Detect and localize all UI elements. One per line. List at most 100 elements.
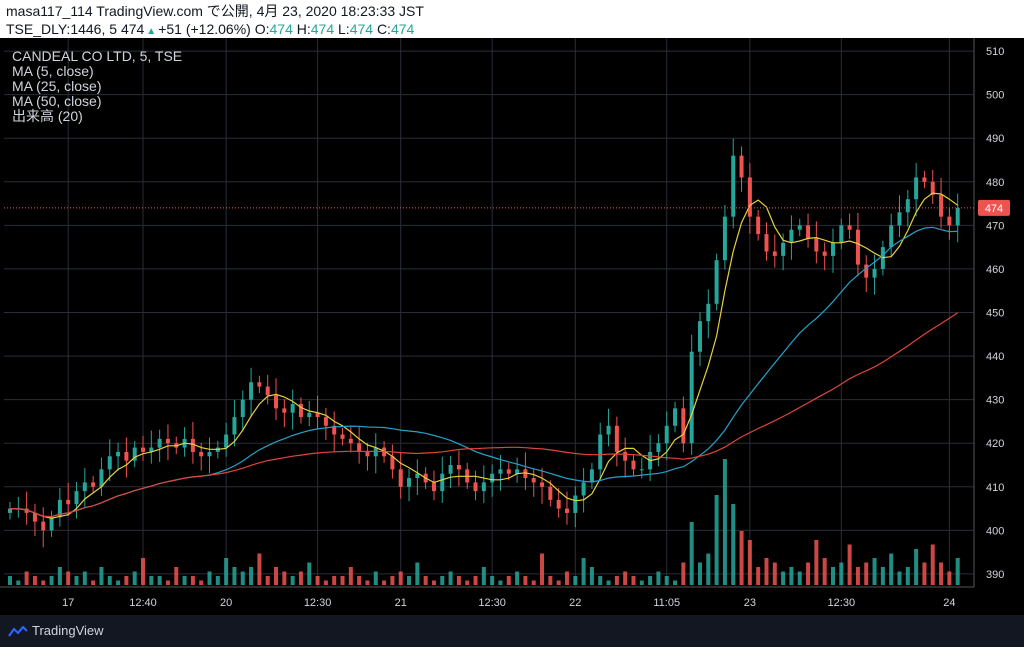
- time-tick-label: 12:30: [478, 597, 506, 609]
- volume-bar: [589, 567, 594, 585]
- price-tick-label: 470: [986, 220, 1004, 232]
- candle-body: [764, 234, 769, 252]
- candle-body: [124, 451, 129, 461]
- volume-bar: [540, 553, 545, 585]
- candle-body: [290, 404, 295, 413]
- close-label: C:: [376, 21, 391, 37]
- candle-body: [614, 425, 619, 452]
- volume-bar: [282, 571, 287, 585]
- volume-bar: [747, 540, 752, 585]
- volume-bar: [847, 544, 852, 585]
- price-tick-label: 480: [986, 177, 1004, 189]
- volume-bar: [673, 580, 678, 585]
- candle-body: [257, 382, 262, 387]
- volume-bar: [697, 562, 702, 585]
- candle-body: [141, 447, 146, 452]
- volume-bar: [515, 571, 520, 585]
- volume-bar: [224, 558, 229, 585]
- volume-bar: [91, 580, 96, 585]
- volume-bar: [830, 567, 835, 585]
- volume-bar: [174, 567, 179, 585]
- volume-bar: [315, 576, 320, 585]
- volume-bar: [731, 504, 736, 585]
- volume-bar: [382, 580, 387, 585]
- legend-ma5[interactable]: MA (5, close): [12, 63, 94, 79]
- legend-ma50[interactable]: MA (50, close): [12, 93, 102, 109]
- volume-bar: [556, 580, 561, 585]
- volume-bar: [8, 576, 12, 585]
- candle-body: [82, 482, 87, 492]
- current-price-label: 474: [985, 203, 1003, 215]
- legend-volume[interactable]: 出来高 (20): [12, 108, 83, 124]
- candle-body: [323, 417, 328, 426]
- candle-body: [681, 408, 686, 444]
- volume-bar: [407, 576, 412, 585]
- ma50-line: [10, 312, 959, 518]
- candle-body: [24, 508, 29, 513]
- volume-bar: [939, 562, 944, 585]
- volume-bar: [249, 567, 254, 585]
- candle-body: [914, 177, 919, 200]
- volume-bar: [298, 571, 303, 585]
- candle-body: [598, 434, 603, 470]
- volume-bar: [739, 531, 744, 585]
- volume-bar: [357, 576, 362, 585]
- candle-body: [689, 351, 694, 444]
- candle-body: [340, 434, 345, 439]
- volume-bar: [348, 567, 353, 585]
- price-change: +51 (+12.06%): [158, 21, 251, 37]
- price-tick-label: 490: [986, 133, 1004, 145]
- candle-body: [415, 473, 420, 479]
- candle-body: [32, 512, 37, 522]
- time-tick-label: 20: [220, 597, 232, 609]
- candle-body: [99, 469, 104, 487]
- time-tick-label: 12:40: [129, 597, 157, 609]
- candle-body: [390, 456, 395, 470]
- volume-bar: [656, 571, 661, 585]
- chart-area[interactable]: 474 390 400 410 420 430 440 450 460 470 480 490 500 5…: [0, 38, 1024, 615]
- publish-info: masa117_114 TradingView.com で公開, 4月 23, …: [6, 3, 424, 19]
- candle-body: [481, 482, 486, 492]
- candle-body: [673, 408, 678, 426]
- price-chart[interactable]: 474 390 400 410 420 430 440 450 460 470 480 490 500 5…: [0, 38, 1024, 615]
- volume-bar: [24, 571, 29, 585]
- volume-bar: [772, 562, 777, 585]
- time-tick-label: 11:05: [653, 597, 680, 609]
- candle-body: [523, 469, 528, 479]
- volume-bar: [864, 562, 869, 585]
- candle-body: [697, 321, 702, 352]
- volume-bar: [207, 571, 212, 585]
- candle-body: [905, 199, 910, 213]
- candle-body: [731, 155, 736, 217]
- ma5-line: [10, 192, 959, 519]
- tradingview-brand[interactable]: TradingView: [8, 623, 104, 638]
- candle-body: [623, 451, 628, 461]
- candle-body: [332, 425, 337, 435]
- volume-bar: [789, 567, 794, 585]
- volume-bar: [930, 544, 935, 585]
- candle-body: [531, 478, 536, 483]
- candle-body: [822, 251, 827, 256]
- low-label: L:: [338, 21, 350, 37]
- candle-body: [814, 238, 819, 252]
- volume-bar: [839, 562, 844, 585]
- candle-body: [747, 177, 752, 217]
- candle-body: [149, 447, 154, 452]
- volume-bar: [814, 540, 819, 585]
- volume-bar: [897, 571, 902, 585]
- candle-body: [581, 482, 586, 496]
- candle-body: [224, 434, 229, 448]
- price-tick-label: 450: [986, 308, 1004, 320]
- candle-body: [706, 303, 711, 322]
- volume-bar: [107, 576, 112, 585]
- candle-body: [157, 438, 162, 448]
- candle-body: [490, 473, 495, 483]
- candle-body: [922, 177, 927, 182]
- volume-bar: [456, 576, 461, 585]
- candle-body: [872, 268, 877, 278]
- candle-body: [407, 478, 412, 487]
- price-tick-label: 500: [986, 90, 1004, 102]
- legend-ma25[interactable]: MA (25, close): [12, 78, 102, 94]
- candle-body: [515, 469, 520, 474]
- candle-body: [282, 408, 287, 413]
